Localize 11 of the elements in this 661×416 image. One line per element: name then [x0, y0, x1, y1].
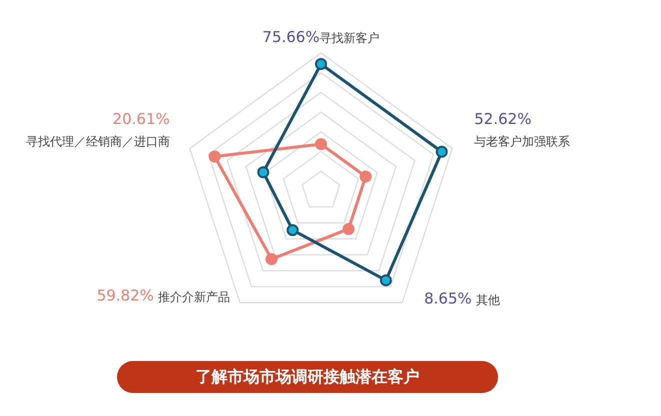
- text: 52.62%: [474, 110, 532, 128]
- spoke-label: 推介介新产品: [158, 290, 230, 304]
- spoke-label: 其他: [476, 292, 500, 307]
- text: 75.66%: [262, 28, 320, 46]
- text: 59.82%: [96, 286, 154, 305]
- spoke-label: 与老客户加强联系: [474, 134, 570, 148]
- spoke-label: 寻找新客户: [320, 31, 380, 46]
- text: 20.61%: [112, 110, 170, 128]
- text: 8.65%: [424, 290, 472, 308]
- text: 了解市场市场调研接触潜在客户: [117, 361, 498, 393]
- spoke-label: 寻找代理／经销商／进口商: [26, 134, 170, 148]
